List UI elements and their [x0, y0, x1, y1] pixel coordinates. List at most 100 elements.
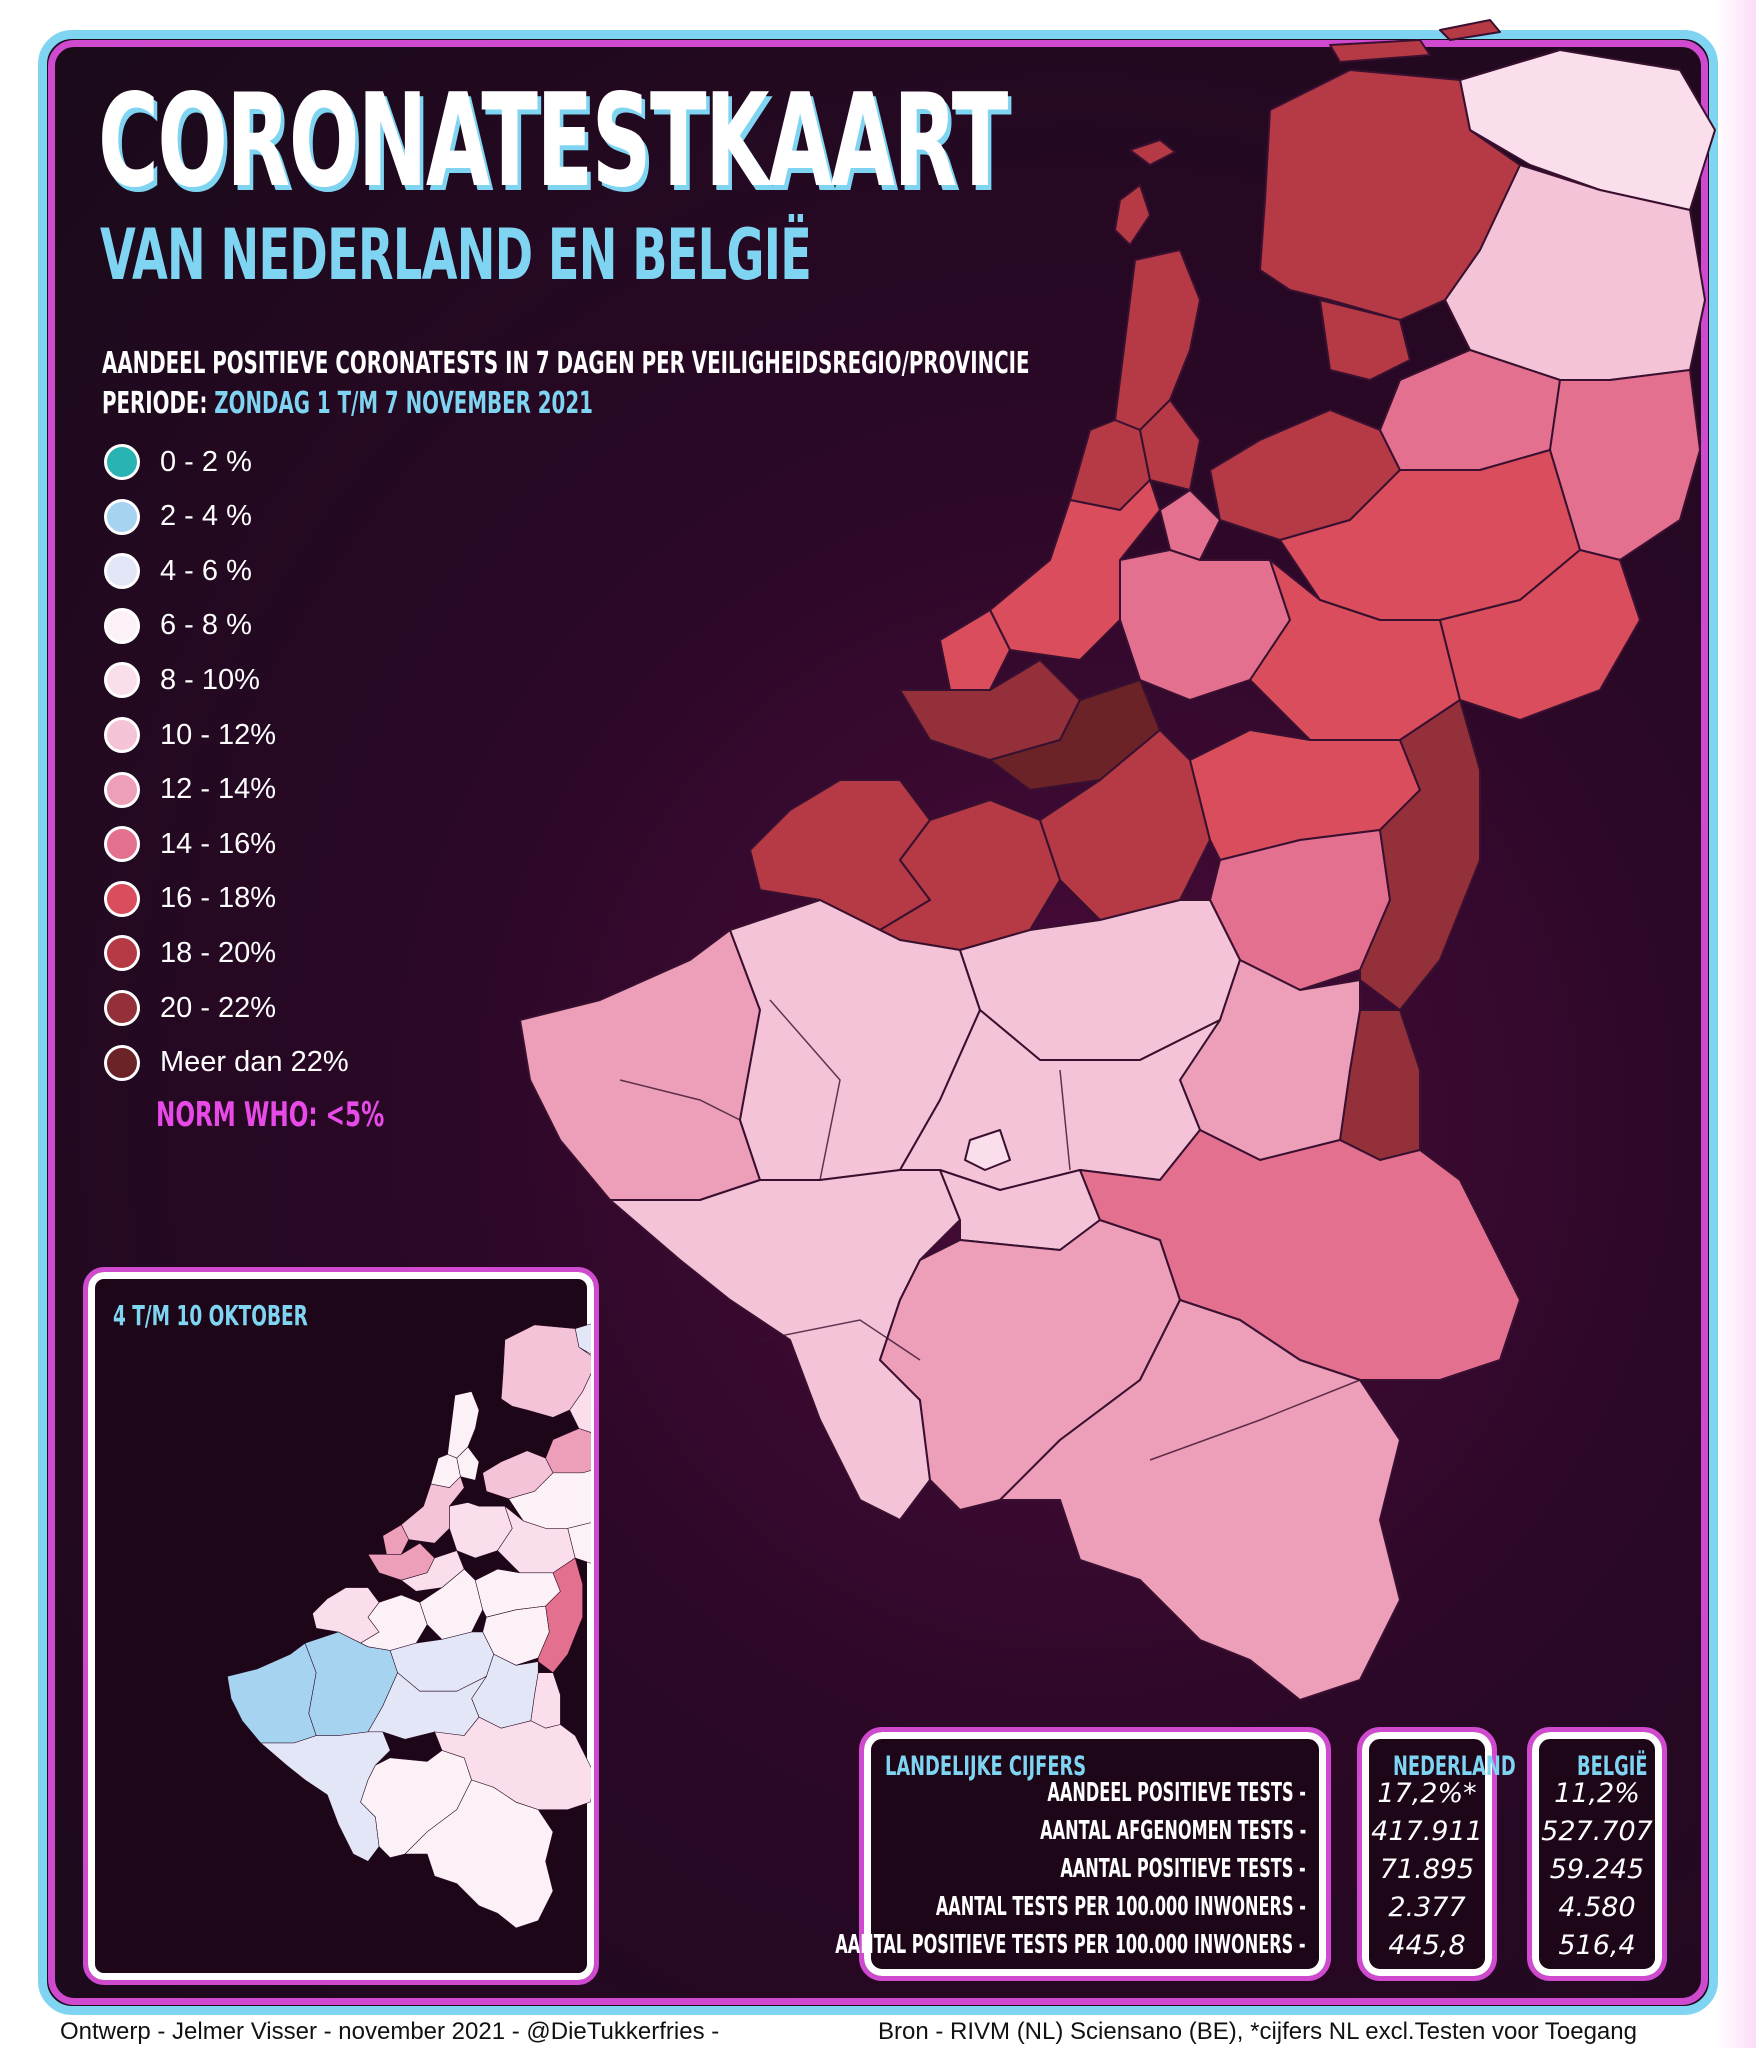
region-luxemburg	[999, 1299, 1401, 1701]
stat-row-nl: 417.911	[1371, 1816, 1483, 1847]
legend-swatch	[104, 498, 140, 535]
legend-swatch	[104, 990, 140, 1026]
inset-map-svg	[227, 1323, 591, 1929]
legend-label: 14 - 16%	[160, 827, 277, 860]
legend-label: Meer dan 22%	[160, 1046, 349, 1079]
legend-swatch	[104, 935, 140, 972]
legend-item: 0 - 2 %	[104, 440, 252, 484]
inset-ijsselland	[545, 1428, 591, 1474]
inset-haaglanden	[382, 1524, 410, 1555]
legend-label: 18 - 20%	[160, 936, 277, 969]
legend-item: 12 - 14%	[104, 768, 276, 812]
stat-row-label: AANTAL POSITIEVE TESTS PER 100.000 INWON…	[835, 1930, 1306, 1960]
legend-swatch	[104, 1044, 140, 1081]
inset-title: 4 T/M 10 OKTOBER	[113, 1299, 308, 1332]
region-friesland	[1259, 69, 1521, 321]
region-nh-noord	[1114, 249, 1201, 431]
legend-item: Meer dan 22%	[104, 1041, 349, 1085]
stat-row-be: 59.245	[1549, 1854, 1645, 1885]
inset-achterhoek	[567, 1522, 591, 1564]
stat-row-nl: 71.895	[1379, 1854, 1475, 1885]
stat-row-nl: 2.377	[1388, 1892, 1466, 1923]
legend-label: 8 - 10%	[160, 663, 260, 696]
region-texel	[1114, 184, 1151, 246]
region-wadden-2	[1329, 39, 1431, 63]
legend-label: 4 - 6 %	[160, 554, 252, 587]
stat-row-label: AANTAL AFGENOMEN TESTS -	[1039, 1816, 1306, 1846]
legend-label: 10 - 12%	[160, 718, 277, 751]
legend-label: 6 - 8 %	[160, 609, 252, 642]
border-line-2	[1059, 1069, 1071, 1171]
legend-swatch	[104, 444, 140, 480]
region-west-vlaanderen	[519, 929, 761, 1201]
legend-swatch	[104, 662, 140, 699]
legend-item: 18 - 20%	[104, 931, 276, 975]
legend-label: 12 - 14%	[160, 773, 277, 806]
legend-label: 16 - 18%	[160, 882, 277, 915]
stat-row-label: AANDEEL POSITIEVE TESTS -	[1047, 1778, 1306, 1808]
period-line: PERIODE: ZONDAG 1 T/M 7 NOVEMBER 2021	[102, 386, 593, 421]
inset-zhz	[400, 1550, 465, 1592]
legend-label: 0 - 2 %	[160, 445, 252, 478]
legend-swatch	[104, 880, 140, 917]
inset-groningen	[574, 1323, 591, 1355]
legend-item: 16 - 18%	[104, 877, 276, 921]
region-amsterdam	[1139, 399, 1201, 491]
stat-row-nl: 17,2%*	[1377, 1778, 1477, 1809]
legend-item: 20 - 22%	[104, 986, 276, 1030]
legend-item: 6 - 8 %	[104, 604, 252, 648]
footer-source: Bron - RIVM (NL) Sciensano (BE), *cijfer…	[878, 2018, 1637, 2045]
stats-title: LANDELIJKE CIJFERS	[885, 1751, 1087, 1782]
stats-nl-header: NEDERLAND	[1393, 1751, 1516, 1782]
legend-item: 4 - 6 %	[104, 549, 252, 593]
region-achterhoek	[1439, 549, 1641, 721]
inset-amsterdam	[456, 1446, 480, 1481]
border-line-3	[759, 1319, 921, 1361]
border-line-5	[619, 1079, 741, 1121]
region-brussel	[964, 1129, 1011, 1171]
legend-swatch	[104, 826, 140, 863]
border-line-1	[769, 999, 841, 1181]
border-line-4	[1149, 1379, 1361, 1461]
inset-friesland	[500, 1324, 591, 1418]
region-zhz	[989, 679, 1161, 791]
inset-nh-noord	[447, 1391, 480, 1459]
inset-limburg-noord	[537, 1557, 583, 1674]
legend-item: 2 - 4 %	[104, 495, 252, 539]
region-haaglanden	[939, 609, 1011, 691]
region-limburg-noord	[1359, 699, 1481, 1011]
page-title: CORONATESTKAART	[98, 67, 1008, 216]
region-wadden-1	[1129, 139, 1176, 166]
stat-row-be: 516,4	[1558, 1930, 1636, 1961]
inset-luxemburg	[404, 1779, 554, 1929]
stat-row-be: 527.707	[1541, 1816, 1653, 1847]
inset-map: 4 T/M 10 OKTOBER	[83, 1267, 599, 1985]
inset-luik	[434, 1716, 591, 1810]
legend-item: 14 - 16%	[104, 822, 276, 866]
period-label: PERIODE:	[102, 386, 208, 421]
region-wadden-3	[1439, 19, 1501, 41]
period-value: ZONDAG 1 T/M 7 NOVEMBER 2021	[214, 386, 593, 421]
legend-label: 20 - 22%	[160, 991, 277, 1024]
footer-credit: Ontwerp - Jelmer Visser - november 2021 …	[60, 2018, 720, 2045]
legend-item: 8 - 10%	[104, 658, 260, 702]
stat-row-nl: 445,8	[1388, 1930, 1466, 1961]
stats-nl-box: NEDERLAND	[1357, 1727, 1516, 1981]
legend-swatch	[104, 717, 140, 753]
right-edge-gradient	[1716, 0, 1756, 2048]
stats-be-box: BELGIË	[1527, 1727, 1667, 1981]
legend-swatch	[104, 553, 140, 590]
stat-row-label: AANTAL TESTS PER 100.000 INWONERS -	[935, 1892, 1306, 1922]
stats-be-header: BELGIË	[1577, 1751, 1648, 1782]
page-subtitle: VAN NEDERLAND EN BELGIË	[100, 214, 812, 296]
inset-west-vlaanderen	[227, 1642, 317, 1744]
legend-label: 2 - 4 %	[160, 500, 252, 533]
stat-row-label: AANTAL POSITIEVE TESTS -	[1060, 1854, 1306, 1884]
stats-labels-box: LANDELIJKE CIJFERS	[859, 1727, 1331, 1981]
region-luik	[1079, 1129, 1521, 1381]
legend-swatch	[104, 607, 140, 644]
region-noordoostpolder	[1319, 299, 1411, 381]
map-description: AANDEEL POSITIEVE CORONATESTS IN 7 DAGEN…	[102, 346, 1030, 381]
norm-who: NORM WHO: <5%	[156, 1095, 385, 1135]
